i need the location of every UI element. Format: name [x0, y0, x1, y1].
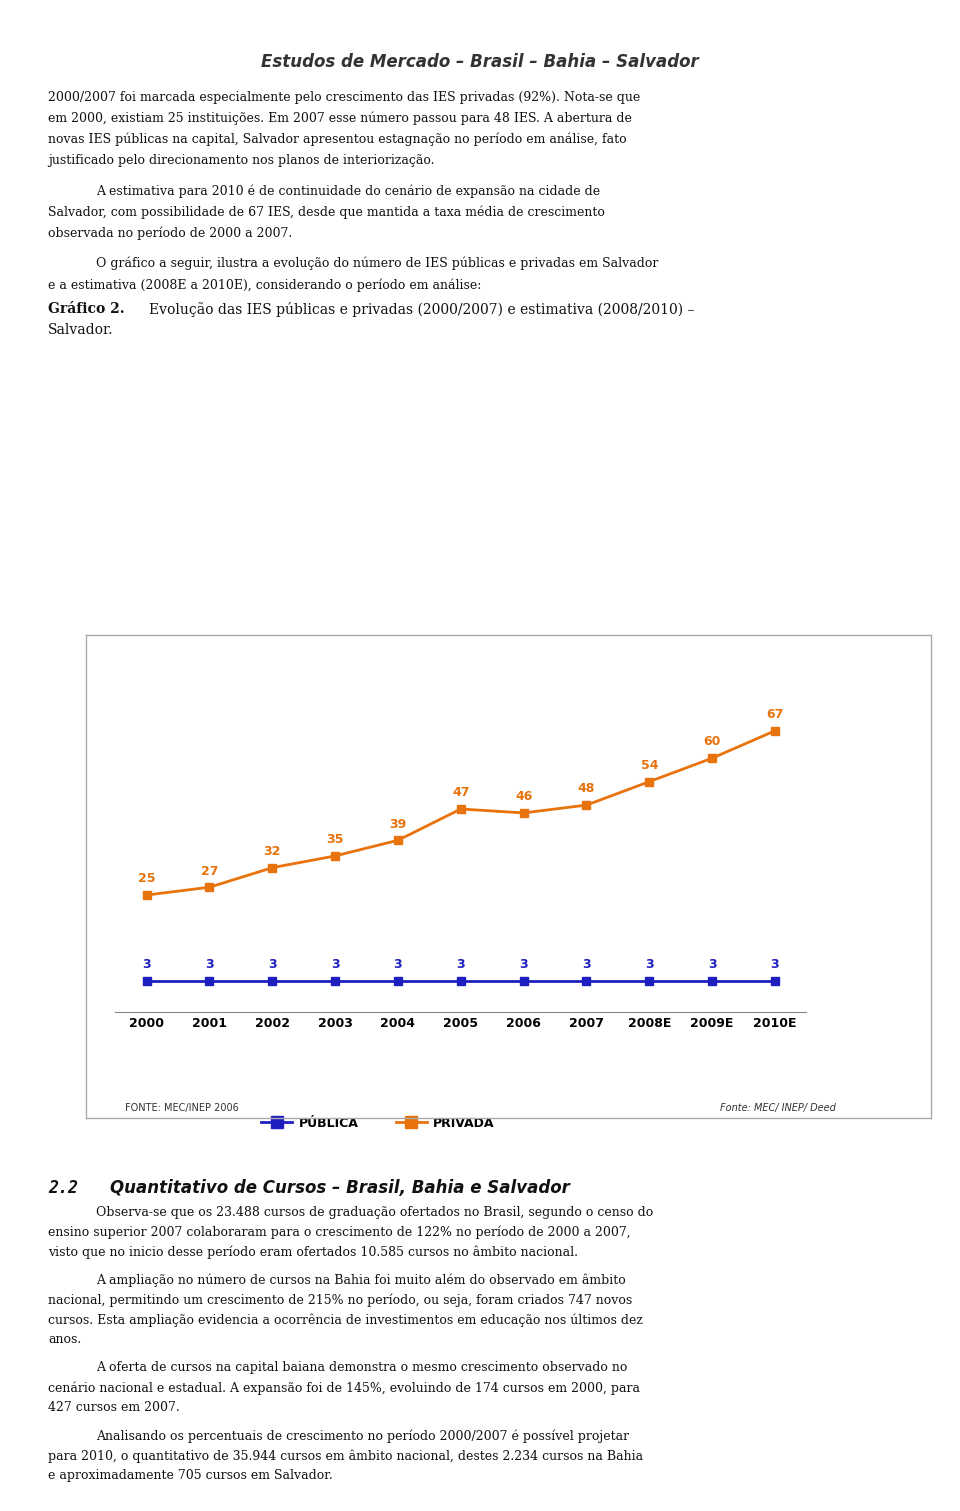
Text: 3: 3 [142, 958, 151, 972]
Text: em 2000, existiam 25 instituições. Em 2007 esse número passou para 48 IES. A abe: em 2000, existiam 25 instituições. Em 20… [48, 112, 632, 125]
Text: 3: 3 [394, 958, 402, 972]
Text: 25: 25 [138, 872, 156, 885]
Text: FONTE: MEC/INEP 2006: FONTE: MEC/INEP 2006 [125, 1103, 238, 1114]
Text: Estudos de Mercado – Brasil – Bahia – Salvador: Estudos de Mercado – Brasil – Bahia – Sa… [261, 53, 699, 71]
Text: anos.: anos. [48, 1333, 82, 1346]
Text: 3: 3 [457, 958, 465, 972]
Text: observada no período de 2000 a 2007.: observada no período de 2000 a 2007. [48, 227, 292, 240]
Text: A ampliação no número de cursos na Bahia foi muito além do observado em âmbito: A ampliação no número de cursos na Bahia… [96, 1274, 626, 1287]
Text: Observa-se que os 23.488 cursos de graduação ofertados no Brasil, segundo o cens: Observa-se que os 23.488 cursos de gradu… [96, 1206, 653, 1219]
Text: 60: 60 [704, 736, 721, 748]
Text: 2.2: 2.2 [48, 1179, 78, 1197]
Text: 35: 35 [326, 833, 344, 846]
Text: 46: 46 [515, 790, 533, 804]
Text: 92%: 92% [852, 893, 900, 911]
Text: cenário nacional e estadual. A expansão foi de 145%, evoluindo de 174 cursos em : cenário nacional e estadual. A expansão … [48, 1381, 640, 1395]
Text: nacional, permitindo um crescimento de 215% no período, ou seja, foram criados 7: nacional, permitindo um crescimento de 2… [48, 1293, 633, 1307]
Text: Analisando os percentuais de crescimento no período 2000/2007 é possível projeta: Analisando os percentuais de crescimento… [96, 1429, 629, 1443]
Text: para 2010, o quantitativo de 35.944 cursos em âmbito nacional, destes 2.234 curs: para 2010, o quantitativo de 35.944 curs… [48, 1449, 643, 1463]
Text: Gráfico 2.: Gráfico 2. [48, 302, 125, 316]
Text: 3: 3 [708, 958, 716, 972]
Text: novas IES públicas na capital, Salvador apresentou estagnação no período em anál: novas IES públicas na capital, Salvador … [48, 133, 627, 147]
Text: O gráfico a seguir, ilustra a evolução do número de IES públicas e privadas em S: O gráfico a seguir, ilustra a evolução d… [96, 257, 659, 270]
Text: CAGR 00-07: CAGR 00-07 [844, 852, 908, 861]
Text: 39: 39 [390, 817, 407, 831]
Text: 2000/2007 foi marcada especialmente pelo crescimento das IES privadas (92%). Not: 2000/2007 foi marcada especialmente pelo… [48, 91, 640, 104]
Text: e aproximadamente 705 cursos em Salvador.: e aproximadamente 705 cursos em Salvador… [48, 1469, 333, 1482]
Text: CAGR 00-07: CAGR 00-07 [844, 911, 908, 922]
Text: Salvador, com possibilidade de 67 IES, desde que mantida a taxa média de crescim: Salvador, com possibilidade de 67 IES, d… [48, 205, 605, 219]
Text: 427 cursos em 2007.: 427 cursos em 2007. [48, 1401, 180, 1414]
Text: 3: 3 [582, 958, 590, 972]
Text: 54: 54 [640, 759, 658, 772]
Text: Fonte: MEC/ INEP/ Deed: Fonte: MEC/ INEP/ Deed [720, 1103, 836, 1114]
Text: A oferta de cursos na capital baiana demonstra o mesmo crescimento observado no: A oferta de cursos na capital baiana dem… [96, 1361, 628, 1375]
Text: 3: 3 [268, 958, 276, 972]
Text: 3: 3 [205, 958, 214, 972]
Text: 48: 48 [578, 783, 595, 795]
Text: justificado pelo direcionamento nos planos de interiorização.: justificado pelo direcionamento nos plan… [48, 154, 435, 168]
Text: 3: 3 [771, 958, 780, 972]
Text: A estimativa para 2010 é de continuidade do cenário de expansão na cidade de: A estimativa para 2010 é de continuidade… [96, 184, 600, 198]
Text: 47: 47 [452, 786, 469, 799]
Text: Salvador.: Salvador. [48, 323, 113, 337]
Text: 3: 3 [331, 958, 340, 972]
Text: 32: 32 [264, 845, 281, 858]
Text: ensino superior 2007 colaboraram para o crescimento de 122% no período de 2000 a: ensino superior 2007 colaboraram para o … [48, 1225, 631, 1239]
Text: Quantitativo de Cursos – Brasil, Bahia e Salvador: Quantitativo de Cursos – Brasil, Bahia e… [110, 1179, 570, 1197]
Text: e a estimativa (2008E a 2010E), considerando o período em análise:: e a estimativa (2008E a 2010E), consider… [48, 278, 481, 292]
Text: Evolução das IES públicas e privadas (2000/2007) e estimativa (2008/2010) –: Evolução das IES públicas e privadas (20… [149, 302, 694, 317]
Text: PÚBLICA: PÚBLICA [850, 879, 902, 890]
Legend: PÚBLICA, PRIVADA: PÚBLICA, PRIVADA [256, 1112, 500, 1135]
Text: PRIVADA: PRIVADA [849, 816, 903, 825]
Text: visto que no inicio desse período eram ofertados 10.585 cursos no âmbito naciona: visto que no inicio desse período eram o… [48, 1245, 578, 1259]
Text: 67: 67 [766, 709, 783, 721]
Text: 0%: 0% [859, 949, 893, 967]
Text: 3: 3 [645, 958, 654, 972]
Text: 3: 3 [519, 958, 528, 972]
Text: 27: 27 [201, 864, 218, 878]
Text: cursos. Esta ampliação evidencia a ocorrência de investimentos em educação nos ú: cursos. Esta ampliação evidencia a ocorr… [48, 1313, 643, 1327]
